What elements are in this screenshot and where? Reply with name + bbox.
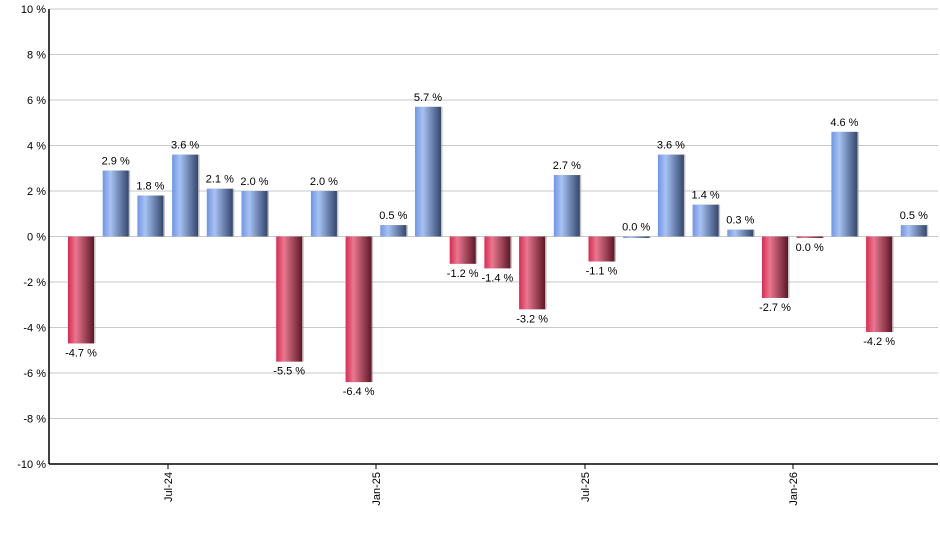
bar-value-label: -4.7 % (65, 347, 97, 359)
bar (553, 175, 580, 237)
y-tick-label: -10 % (17, 459, 46, 471)
bar (68, 236, 94, 344)
bar-value-label: 1.4 % (692, 190, 720, 202)
bar-value-label: 2.0 % (240, 176, 268, 188)
bar (692, 204, 719, 237)
bar (415, 106, 441, 237)
x-tick-label: Jan-25 (371, 472, 383, 506)
bar-value-label: -3.2 % (516, 313, 548, 325)
bar-value-label: 1.8 % (136, 181, 164, 193)
bar (831, 131, 858, 237)
bar (519, 236, 546, 310)
x-tick-label: Jul-25 (580, 472, 592, 502)
y-tick-label: 8 % (27, 50, 46, 62)
bar (762, 236, 788, 298)
bar (380, 225, 407, 237)
bar (866, 236, 893, 333)
bar (276, 236, 303, 362)
bar-value-label: -1.2 % (447, 268, 479, 280)
x-tick-label: Jan-26 (788, 472, 800, 506)
bar-value-label: 2.9 % (102, 156, 130, 168)
bar-value-label: 0.3 % (726, 215, 754, 227)
bar-value-label: 2.1 % (206, 174, 234, 186)
bar-value-label: 5.7 % (414, 92, 442, 104)
y-tick-label: -4 % (23, 323, 46, 335)
bar (310, 191, 337, 237)
y-tick-label: 2 % (27, 186, 46, 198)
x-tick-label: Jul-24 (163, 472, 175, 502)
bars: -4.7 % 2.9 % 1.8 % 3.6 % 2.1 % 2.0 % -5.5 % 2.0… (65, 92, 929, 398)
bar (588, 236, 615, 262)
bar (623, 236, 650, 238)
bar-value-label: 4.6 % (830, 117, 858, 129)
y-tick-label: 4 % (27, 141, 46, 153)
bar (137, 195, 164, 237)
bar-value-label: 0.0 % (796, 242, 824, 254)
y-tick-label: 6 % (27, 95, 46, 107)
bar-value-label: -2.7 % (759, 302, 791, 314)
bar-value-label: 3.6 % (171, 140, 199, 152)
bar-value-label: -5.5 % (273, 366, 305, 378)
bar-value-label: 0.5 % (900, 210, 928, 222)
bar-value-label: 3.6 % (657, 140, 685, 152)
bar-value-label: -6.4 % (343, 386, 375, 398)
bar-value-label: 0.0 % (622, 222, 650, 234)
bar (449, 236, 476, 264)
y-tick-label: -2 % (23, 277, 46, 289)
bar (657, 154, 684, 237)
bar-value-label: 0.5 % (379, 210, 407, 222)
bar (172, 154, 199, 237)
bar (796, 236, 823, 238)
y-tick-label: 0 % (27, 232, 46, 244)
y-tick-label: -6 % (23, 368, 46, 380)
bar-value-label: -1.4 % (482, 272, 514, 284)
bar-value-label: 2.0 % (310, 176, 338, 188)
bar-value-label: -4.2 % (863, 336, 895, 348)
y-tick-label: -8 % (23, 414, 46, 426)
bar (206, 188, 233, 237)
bar (727, 229, 754, 237)
bar (484, 236, 511, 269)
bar (900, 225, 927, 237)
bar (345, 236, 372, 383)
y-tick-label: 10 % (21, 4, 46, 16)
axes: 10 % 8 % 6 % 4 % 2 % 0 % -2 % -4 % -6 % -8 % -10 %… (17, 4, 938, 506)
bar-value-label: 2.7 % (553, 160, 581, 172)
bar-value-label: -1.1 % (586, 266, 618, 278)
bar (241, 191, 268, 237)
bar (102, 170, 129, 237)
